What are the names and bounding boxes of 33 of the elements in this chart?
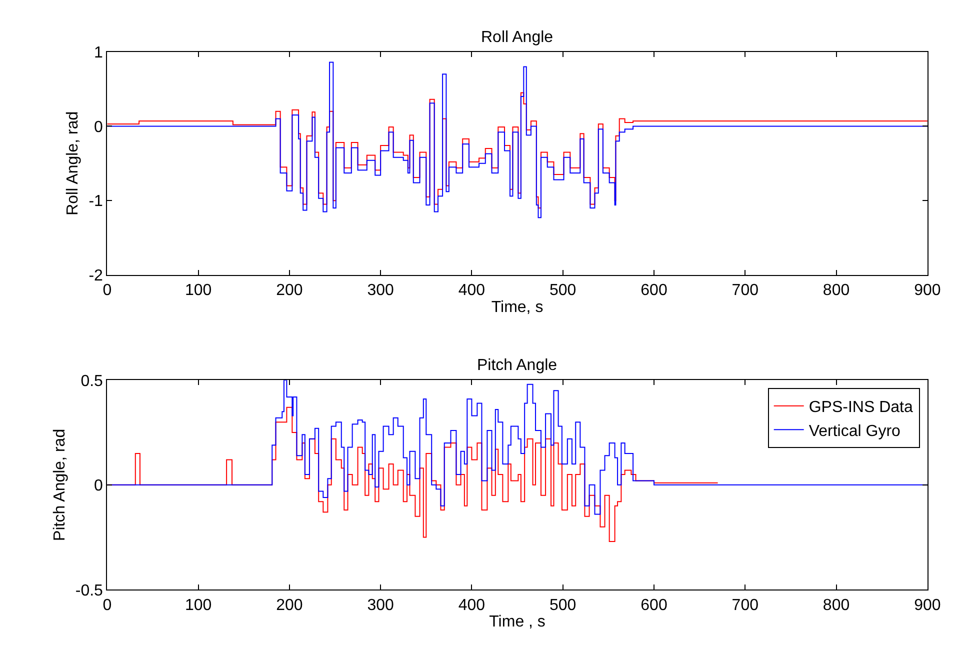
x-tick-label: 300: [367, 596, 394, 614]
y-tick-label: 1: [94, 44, 104, 62]
x-tick-label: 200: [276, 596, 303, 614]
x-tick-label: 500: [550, 282, 576, 300]
y-tick-label: -1: [88, 193, 104, 210]
x-axis-title: Time , s: [489, 614, 546, 631]
x-tick-label: 100: [184, 596, 212, 614]
x-tick-label: 800: [822, 596, 850, 614]
x-tick-label: 900: [914, 596, 941, 614]
y-axis-title: Pitch Angle, rad: [51, 428, 68, 541]
x-tick-label: 300: [367, 282, 394, 300]
legend-label: Vertical Gyro: [808, 422, 901, 440]
x-tick-label: 600: [640, 596, 668, 614]
x-tick-label: 700: [732, 596, 759, 614]
y-tick-label: 0.5: [80, 372, 104, 390]
x-tick-label: 700: [732, 282, 759, 300]
chart-title: Pitch Angle: [477, 357, 558, 374]
y-axis-title: Roll Angle, rad: [64, 111, 82, 216]
x-tick-label: 400: [458, 282, 486, 300]
x-tick-label: 800: [822, 282, 850, 300]
x-tick-label: 900: [914, 282, 941, 300]
y-tick-label: -2: [88, 268, 104, 285]
x-tick-label: 600: [640, 282, 668, 300]
x-tick-label: 200: [276, 282, 303, 300]
y-tick-label: -0.5: [75, 582, 104, 600]
chart-title: Roll Angle: [481, 29, 554, 46]
x-tick-label: 400: [458, 596, 486, 614]
x-axis-title: Time, s: [491, 298, 544, 316]
legend-label: GPS-INS Data: [808, 399, 913, 416]
x-tick-label: 500: [550, 596, 576, 614]
y-tick-label: 0: [94, 478, 104, 495]
x-tick-label: 100: [184, 282, 212, 300]
y-tick-label: 0: [94, 118, 104, 136]
